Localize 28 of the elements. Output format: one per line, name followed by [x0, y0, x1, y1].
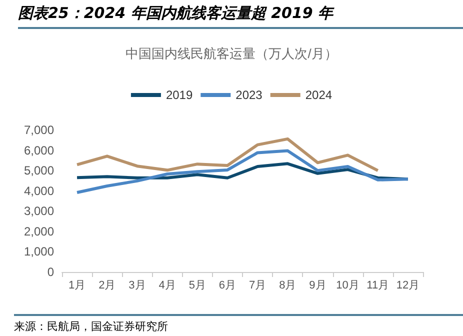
x-tick-label: 11月 [366, 280, 390, 292]
x-tick-label: 3月 [128, 280, 146, 292]
y-tick-label: 5,000 [24, 164, 54, 178]
x-tick-label: 2月 [98, 280, 116, 292]
x-tick-label: 1月 [68, 280, 86, 292]
x-tick-label: 5月 [188, 280, 206, 292]
y-tick-label: 0 [47, 265, 54, 279]
y-tick-label: 3,000 [24, 204, 54, 218]
x-tick-label: 9月 [309, 280, 326, 292]
legend-label: 2024 [305, 88, 332, 102]
x-tick-label: 6月 [218, 280, 236, 292]
x-tick-label: 10月 [336, 280, 360, 292]
x-tick-label: 8月 [279, 280, 296, 292]
x-tick-label: 4月 [158, 280, 176, 292]
x-tick-label: 7月 [248, 280, 266, 292]
source-note: 来源：民航局，国金证券研究所 [14, 314, 463, 334]
y-tick-label: 6,000 [24, 143, 54, 158]
y-tick-label: 1,000 [24, 244, 54, 259]
legend-label: 2019 [166, 88, 193, 102]
chart-subtitle: 中国国内线民航客运量（万人次/月） [126, 46, 338, 61]
x-tick-label: 12月 [396, 280, 420, 292]
y-tick-label: 7,000 [24, 123, 54, 137]
y-tick-label: 4,000 [24, 184, 54, 198]
y-tick-label: 2,000 [24, 224, 54, 238]
chart-title: 图表25：2024 年国内航线客运量超 2019 年 [18, 4, 463, 29]
line-series [76, 137, 380, 172]
legend-label: 2023 [236, 88, 263, 102]
line-series [76, 149, 410, 194]
